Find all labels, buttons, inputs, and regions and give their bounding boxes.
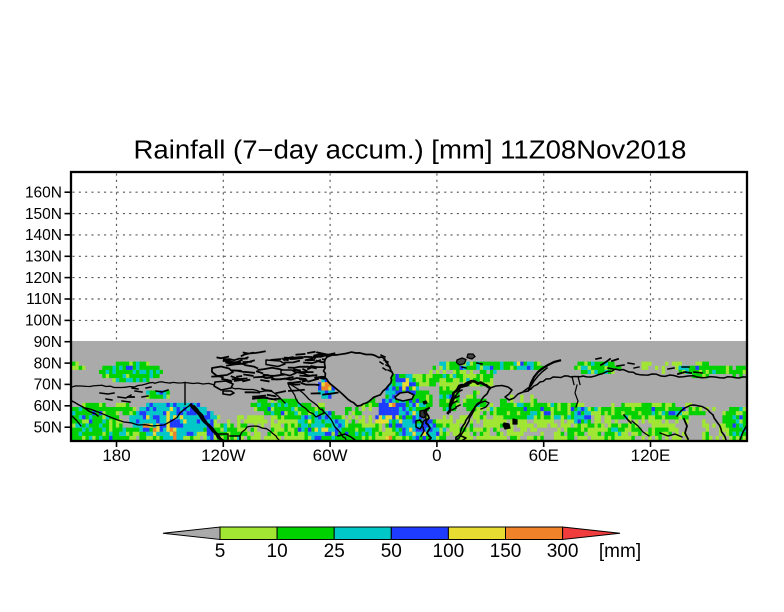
svg-text:120N: 120N [25, 270, 62, 287]
svg-text:60E: 60E [529, 446, 559, 465]
svg-text:110N: 110N [26, 291, 62, 308]
svg-text:150N: 150N [25, 206, 62, 223]
svg-text:5: 5 [215, 541, 226, 562]
svg-text:[mm]: [mm] [599, 541, 641, 562]
svg-text:50: 50 [381, 541, 402, 562]
svg-text:130N: 130N [25, 249, 62, 266]
svg-text:120W: 120W [201, 446, 245, 465]
svg-text:70N: 70N [34, 377, 62, 394]
svg-text:0: 0 [432, 446, 441, 465]
svg-text:120E: 120E [631, 446, 671, 465]
svg-text:180: 180 [102, 446, 130, 465]
svg-text:60W: 60W [313, 446, 348, 465]
svg-text:160N: 160N [25, 184, 62, 201]
svg-text:60N: 60N [34, 398, 62, 415]
svg-text:100N: 100N [25, 313, 62, 330]
svg-text:140N: 140N [25, 227, 62, 244]
svg-text:90N: 90N [34, 334, 62, 351]
svg-text:10: 10 [267, 541, 288, 562]
svg-text:Rainfall (7−day accum.) [mm] 1: Rainfall (7−day accum.) [mm] 11Z08Nov201… [134, 137, 687, 165]
svg-text:80N: 80N [34, 355, 62, 372]
svg-text:300: 300 [547, 541, 579, 562]
svg-text:150: 150 [490, 541, 522, 562]
svg-text:50N: 50N [34, 419, 62, 436]
svg-text:25: 25 [324, 541, 345, 562]
svg-text:100: 100 [433, 541, 465, 562]
